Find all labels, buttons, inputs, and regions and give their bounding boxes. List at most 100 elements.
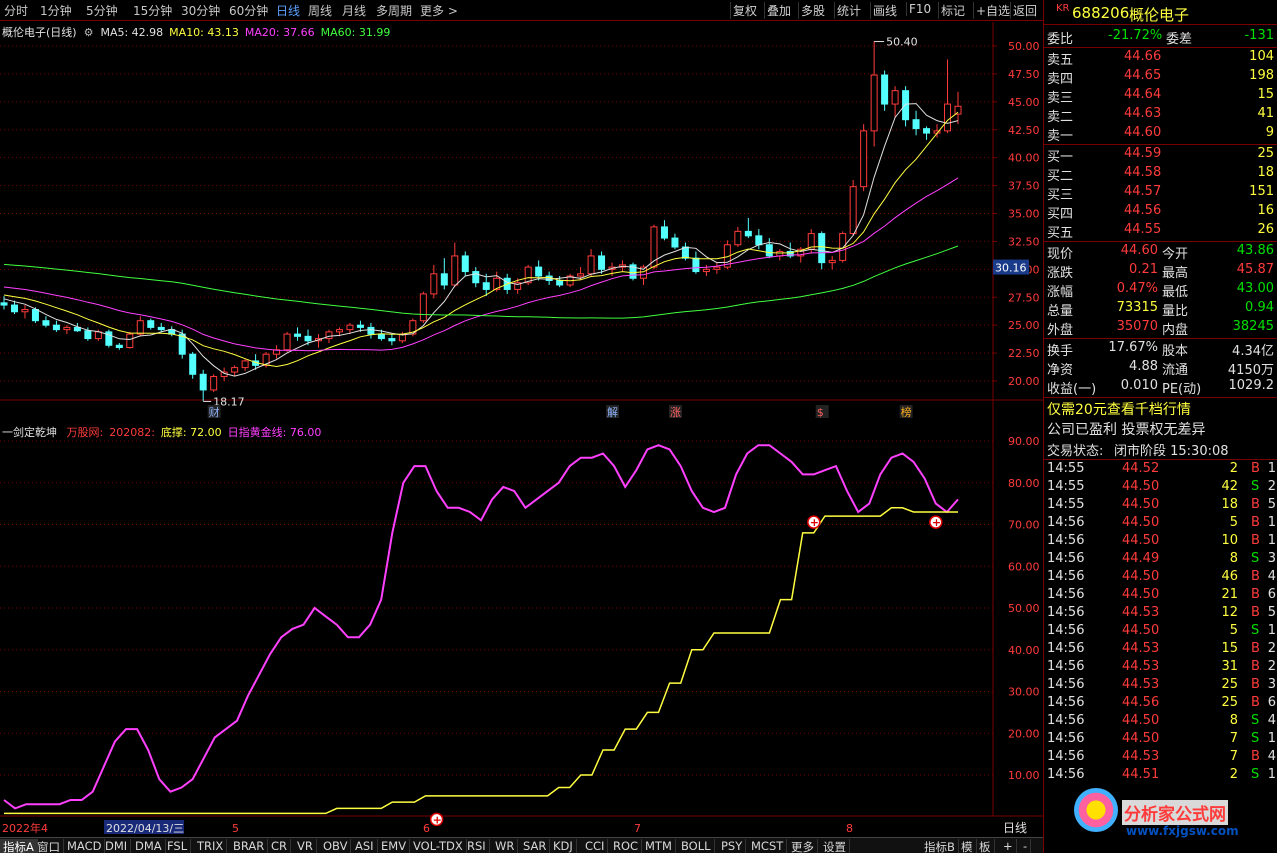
bottom-right-button-2[interactable]: 板 — [976, 839, 995, 853]
indicator-tab-5[interactable]: FSL — [164, 839, 192, 853]
indicator-tab-24[interactable]: 更多 — [788, 839, 818, 853]
indicator-tab-21[interactable]: BOLL — [678, 839, 715, 853]
indicator-tab-25[interactable]: 设置 — [820, 839, 850, 853]
tick-side: B — [1251, 677, 1260, 692]
indicator-tab-11[interactable]: ASI — [352, 839, 378, 853]
quote-label: 内盘 — [1162, 323, 1189, 338]
toolbar-button-4[interactable]: 画线 — [870, 2, 899, 19]
kline-chart[interactable]: 50.00 47.50 45.00 42.50 40.00 37.50 35.00 32.50… — [0, 22, 1043, 838]
ask-row: 卖四 44.65 198 — [1044, 68, 1277, 87]
candle-body — [189, 353, 197, 375]
fund-label: 流通 — [1162, 363, 1189, 378]
tick-count: 3 — [1267, 551, 1276, 566]
event-marker[interactable] — [899, 405, 913, 418]
indicator-tab-1[interactable]: 窗口 — [34, 839, 64, 853]
indicator-tab-3[interactable]: DMI — [102, 839, 132, 853]
period-tab-3[interactable]: 15分钟 — [133, 4, 173, 18]
date-tick-label: 6 — [423, 822, 430, 835]
period-tab-7[interactable]: 周线 — [308, 4, 333, 18]
candle-body — [199, 373, 207, 391]
chart-area[interactable]: 50.00 47.50 45.00 42.50 40.00 37.50 35.00 32.50… — [0, 22, 1043, 838]
period-tab-5[interactable]: 60分钟 — [229, 4, 269, 18]
indicator-tab-20[interactable]: MTM — [642, 839, 676, 853]
indicator-tab-4[interactable]: DMA — [132, 839, 166, 853]
toolbar-button-7[interactable]: +自选 — [973, 2, 1012, 19]
toolbar-button-8[interactable]: 返回 — [1010, 2, 1039, 19]
indicator-tab-6[interactable]: TRIX — [194, 839, 228, 853]
tick-side: S — [1251, 767, 1260, 782]
quote-row: 涨幅 0.47% 最低 43.00 — [1044, 281, 1277, 300]
tick-time: 14:55 — [1047, 461, 1085, 476]
event-marker-label: 涨 — [670, 406, 681, 419]
indicator-tab-7[interactable]: BRAR — [230, 839, 269, 853]
indicator-tab-0[interactable]: 指标A — [0, 839, 38, 853]
quote-label: 现价 — [1047, 247, 1074, 262]
period-tab-1[interactable]: 1分钟 — [40, 4, 72, 18]
indicator-tab-14[interactable]: RSI — [464, 839, 490, 853]
indicator-tab-19[interactable]: ROC — [610, 839, 643, 853]
tick-volume: 42 — [1221, 479, 1238, 494]
tick-side: B — [1251, 695, 1260, 710]
gear-icon[interactable]: ⚙ — [80, 26, 97, 39]
toolbar-button-5[interactable]: F10 — [906, 2, 933, 16]
tick-side: B — [1251, 605, 1260, 620]
bottom-right-button-1[interactable]: 模 — [958, 839, 977, 853]
toolbar-button-6[interactable]: 标记 — [938, 2, 967, 19]
tick-row: 14:56 44.49 8 S 3 — [1044, 551, 1277, 569]
tick-time: 14:56 — [1047, 713, 1085, 728]
event-marker[interactable] — [668, 405, 682, 418]
period-tab-2[interactable]: 5分钟 — [86, 4, 118, 18]
candle-body — [356, 324, 364, 328]
tick-price: 44.50 — [1122, 497, 1160, 512]
indicator-tick-label: 90.00 — [1008, 435, 1040, 448]
event-marker[interactable] — [815, 405, 829, 418]
period-tab-6[interactable]: 日线 — [276, 4, 301, 18]
tick-side: S — [1251, 551, 1260, 566]
watermark-url: www.fxjgsw.com — [1126, 824, 1239, 838]
toolbar-button-3[interactable]: 统计 — [834, 2, 863, 19]
indicator-tab-10[interactable]: OBV — [320, 839, 352, 853]
indicator-tab-8[interactable]: CR — [268, 839, 292, 853]
indicator-tab-23[interactable]: MCST — [748, 839, 788, 853]
period-tab-9[interactable]: 多周期 — [376, 4, 413, 18]
toolbar-button-0[interactable]: 复权 — [730, 2, 759, 19]
quote-row: 外盘 35070 内盘 38245 — [1044, 319, 1277, 338]
status-row: 交易状态: 闭市阶段 15:30:08 — [1044, 440, 1277, 459]
tick-time: 14:56 — [1047, 605, 1085, 620]
indicator-tab-16[interactable]: SAR — [520, 839, 551, 853]
tick-side: S — [1251, 731, 1260, 746]
date-tick-label: 2022/04/13/三 — [106, 822, 184, 835]
indicator-name: 一剑定乾坤 — [2, 426, 57, 439]
indicator-tab-18[interactable]: CCI — [582, 839, 609, 853]
tick-volume: 10 — [1221, 533, 1238, 548]
tick-volume: 18 — [1221, 497, 1238, 512]
event-marker[interactable] — [207, 405, 221, 418]
bottom-right-button-0[interactable]: 指标B — [921, 839, 959, 853]
indicator-tab-12[interactable]: EMV — [378, 839, 411, 853]
level2-notice[interactable]: 仅需20元查看千档行情 — [1047, 402, 1191, 418]
indicator-legend-values: 万股网: 202082: 底撑: 72.00 日指黄金线: 76.00 — [61, 426, 322, 439]
toolbar-button-1[interactable]: 叠加 — [764, 2, 793, 19]
bid-row: 买四 44.56 16 — [1044, 203, 1277, 222]
divider — [1044, 397, 1277, 398]
period-tab-4[interactable]: 30分钟 — [181, 4, 221, 18]
indicator-tab-22[interactable]: PSY — [718, 839, 747, 853]
stock-name: 概伦电子 — [1129, 6, 1190, 24]
bid-row: 买五 44.55 26 — [1044, 222, 1277, 241]
indicator-tab-15[interactable]: WR — [492, 839, 519, 853]
tick-price: 44.49 — [1122, 551, 1160, 566]
period-tab-8[interactable]: 月线 — [342, 4, 367, 18]
indicator-tab-9[interactable]: VR — [294, 839, 317, 853]
toolbar-button-2[interactable]: 多股 — [798, 2, 827, 19]
tick-price: 44.50 — [1122, 587, 1160, 602]
bottom-right-button-3[interactable]: + — [1000, 839, 1017, 853]
bottom-right-button-4[interactable]: - — [1020, 839, 1032, 853]
period-tab-0[interactable]: 分时 — [4, 4, 29, 18]
indicator-tab-13[interactable]: VOL-TDX — [410, 839, 467, 853]
tick-count: 4 — [1267, 713, 1276, 728]
event-marker[interactable] — [606, 405, 620, 418]
indicator-tab-2[interactable]: MACD — [64, 839, 106, 853]
period-tab-10[interactable]: 更多 > — [420, 4, 458, 18]
indicator-tab-17[interactable]: KDJ — [550, 839, 577, 853]
event-marker-label: 财 — [209, 405, 220, 419]
